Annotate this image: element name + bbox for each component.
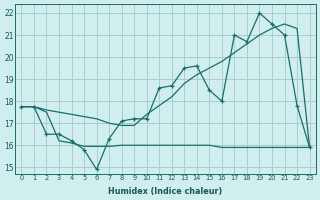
X-axis label: Humidex (Indice chaleur): Humidex (Indice chaleur): [108, 187, 223, 196]
